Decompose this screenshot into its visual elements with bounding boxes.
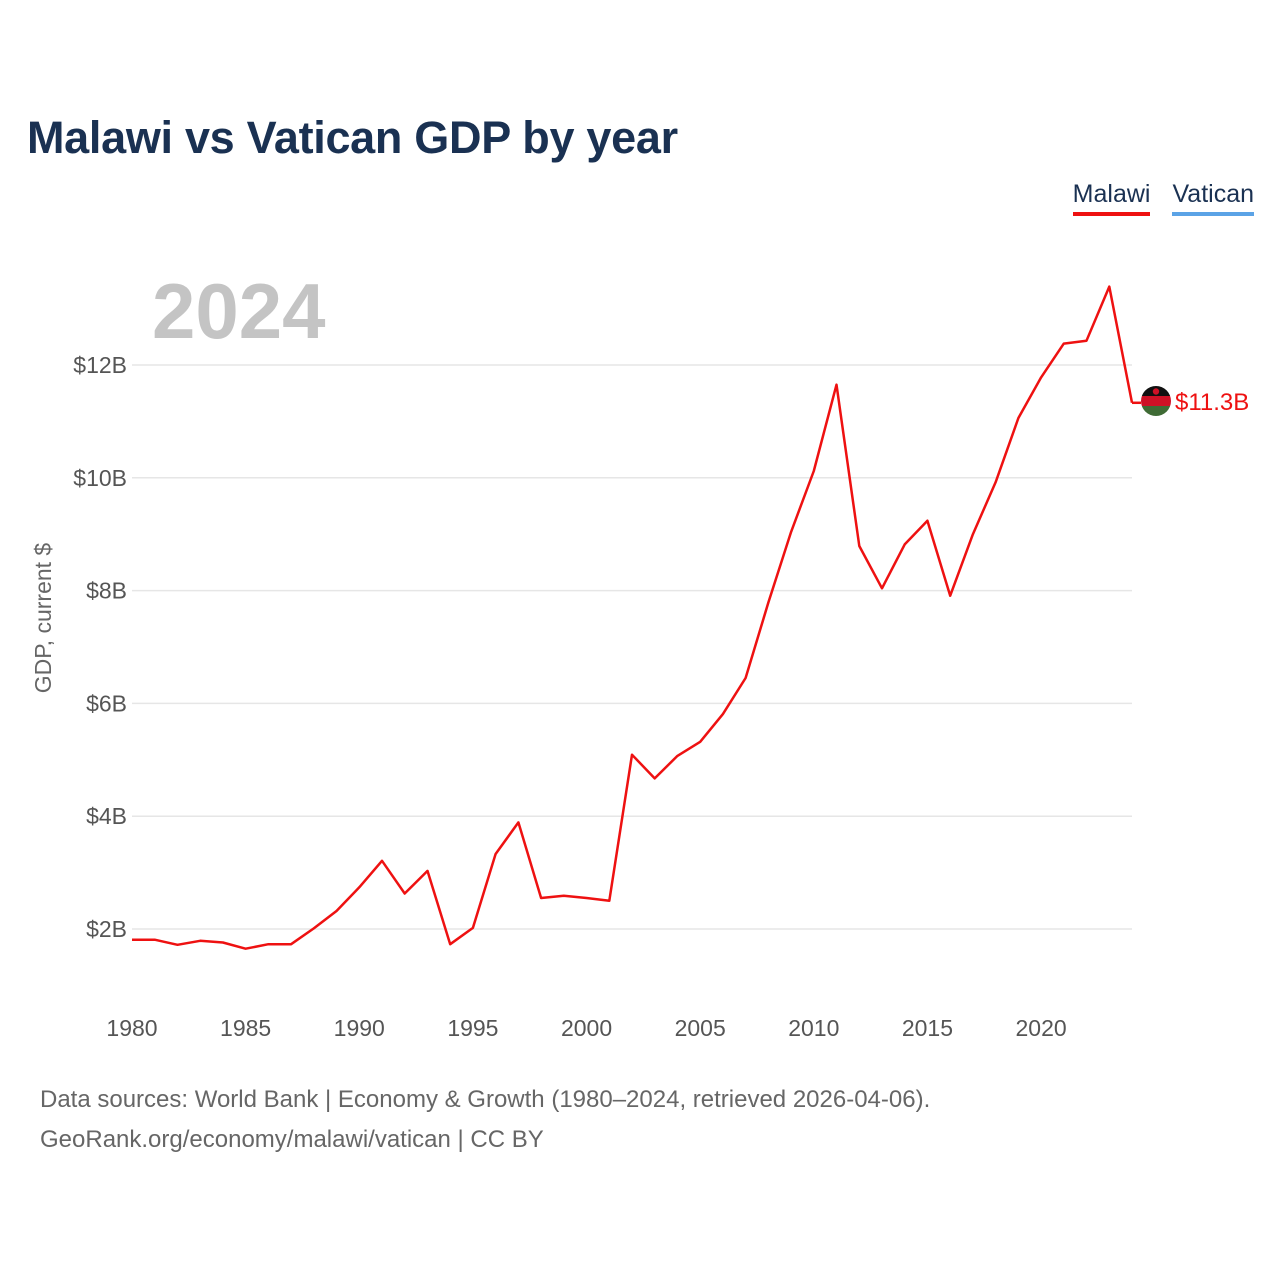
footer-attribution: GeoRank.org/economy/malawi/vatican | CC …: [40, 1126, 544, 1153]
malawi-flag-icon: [1141, 386, 1171, 416]
x-tick-label: 2015: [902, 1015, 953, 1041]
x-tick-label: 1995: [447, 1015, 498, 1041]
x-axis-ticks: 1980 1985 1990 1995 2000 2005 2010 2015 2020: [106, 1015, 1066, 1041]
y-tick-label: $10B: [73, 465, 127, 491]
y-tick-label: $12B: [73, 352, 127, 378]
y-tick-label: $8B: [86, 578, 127, 604]
y-tick-label: $2B: [86, 916, 127, 942]
grid-lines: [132, 364, 1132, 930]
year-watermark: 2024: [152, 267, 326, 355]
x-tick-label: 2020: [1015, 1015, 1066, 1041]
x-tick-label: 1990: [334, 1015, 385, 1041]
legend: Malawi Vatican: [1072, 180, 1254, 216]
gdp-line-chart: 2024 $2B$4B$6B$8B$10B$12B 1980 1985 1990 19…: [30, 267, 1249, 1041]
y-axis-ticks: $2B $4B $6B $8B $10B $12B: [73, 352, 127, 942]
x-tick-label: 2010: [788, 1015, 839, 1041]
series-group: [132, 285, 1134, 950]
x-tick-label: 1985: [220, 1015, 271, 1041]
legend-item-malawi[interactable]: Malawi: [1072, 180, 1151, 216]
x-tick-label: 1980: [106, 1015, 157, 1041]
y-axis-label: GDP, current $: [30, 543, 56, 694]
y-tick-label: $6B: [86, 690, 127, 716]
x-tick-label: 2000: [561, 1015, 612, 1041]
footer-sources: Data sources: World Bank | Economy & Gro…: [40, 1086, 931, 1113]
end-marker: $11.3B: [1131, 386, 1249, 416]
legend-item-vatican[interactable]: Vatican: [1172, 180, 1254, 216]
end-value-label: $11.3B: [1175, 389, 1249, 416]
series-line-malawi: [132, 285, 1134, 950]
chart-title: Malawi vs Vatican GDP by year: [27, 112, 678, 163]
y-tick-label: $4B: [86, 803, 127, 829]
footer: Data sources: World Bank | Economy & Gro…: [40, 1080, 930, 1160]
x-tick-label: 2005: [675, 1015, 726, 1041]
